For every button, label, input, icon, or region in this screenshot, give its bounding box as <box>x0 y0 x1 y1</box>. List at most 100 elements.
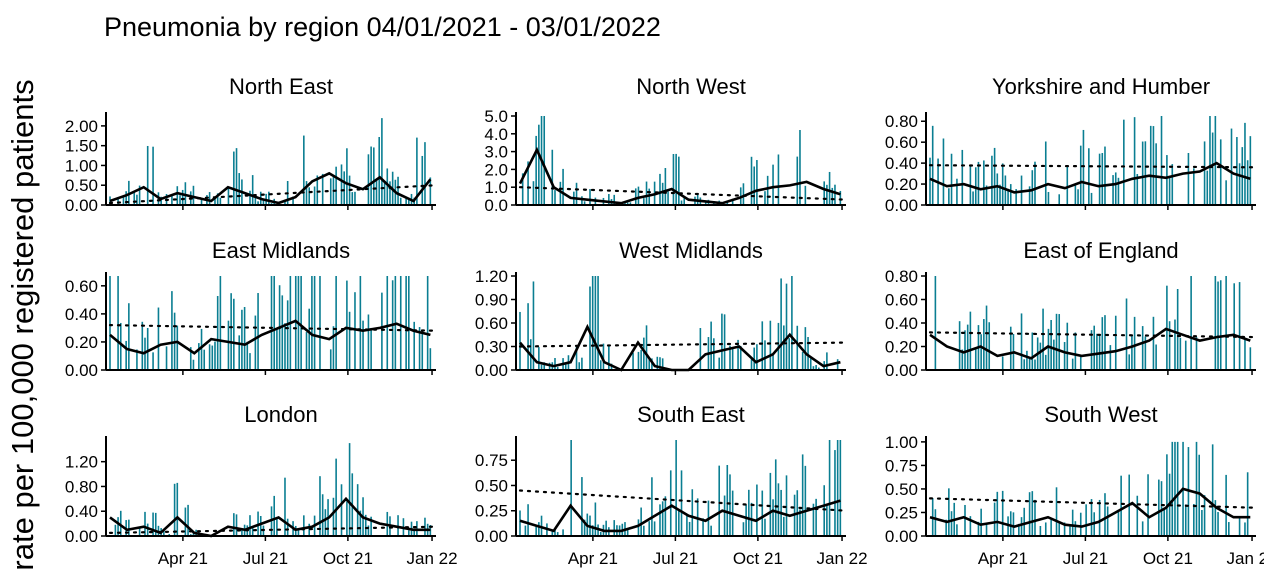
panel-title: East of England <box>1023 238 1178 263</box>
y-tick-label: 0.75 <box>475 451 508 470</box>
y-tick-label: 0.00 <box>885 361 918 380</box>
trend-line <box>518 341 848 348</box>
y-tick-label: 0.50 <box>475 476 508 495</box>
y-tick-label: 1.0 <box>484 178 508 197</box>
x-tick-label: Jan 22 <box>407 549 458 568</box>
y-tick-label: 0.00 <box>65 196 98 215</box>
trend-line <box>108 324 438 332</box>
rolling-mean-line <box>109 319 431 355</box>
y-tick-label: 5.0 <box>484 107 508 126</box>
y-axis-label: rate per 100,000 registered patients <box>5 79 40 570</box>
y-tick-label: 0.25 <box>885 503 918 522</box>
panel-title: North West <box>636 74 746 99</box>
y-tick-label: 0.60 <box>885 291 918 310</box>
rolling-mean-line <box>929 327 1251 360</box>
y-tick-label: 0.50 <box>65 176 98 195</box>
x-tick-label: Jul 21 <box>653 549 698 568</box>
bars <box>114 443 432 536</box>
panel-title: East Midlands <box>212 238 350 263</box>
x-tick-label: Apr 21 <box>568 549 618 568</box>
bars <box>931 441 1249 536</box>
bars <box>109 276 432 370</box>
x-tick-label: Oct 21 <box>733 549 783 568</box>
y-tick-label: 0.30 <box>475 338 508 357</box>
x-tick-label: Jul 21 <box>1063 549 1108 568</box>
rolling-mean-line <box>929 161 1251 194</box>
y-tick-label: 0.80 <box>885 112 918 131</box>
y-tick-label: 3.0 <box>484 143 508 162</box>
rolling-mean-line <box>519 499 841 533</box>
bars <box>519 276 839 370</box>
panel-london: London 0.00 0.40 0.80 1.20 Apr 21 Jul 21 Oct 21… <box>65 402 458 568</box>
y-tick-label: 0.40 <box>65 502 98 521</box>
y-tick-label: 0.00 <box>65 527 98 546</box>
rolling-mean-line <box>518 146 841 205</box>
y-tick-label: 0.20 <box>885 175 918 194</box>
y-tick-label: 0.00 <box>475 527 508 546</box>
y-tick-label: 0.90 <box>475 291 508 310</box>
y-tick-label: 0.80 <box>885 267 918 286</box>
trend-line <box>518 489 848 512</box>
bars <box>521 116 842 205</box>
x-tick-label: Oct 21 <box>1143 549 1193 568</box>
x-tick-label: Jan 22 <box>1227 549 1264 568</box>
y-tick-label: 1.20 <box>65 453 98 472</box>
y-tick-label: 1.50 <box>65 137 98 156</box>
trend-line <box>518 186 848 201</box>
panel-west-midlands: West Midlands 0.00 0.30 0.60 0.90 1.20 <box>475 238 848 380</box>
y-tick-label: 0.60 <box>65 277 98 296</box>
x-tick-label: Jul 21 <box>243 549 288 568</box>
panel-north-west: North West 0.01.02.03.04.05.0 <box>484 74 848 215</box>
y-tick-label: 0.00 <box>885 527 918 546</box>
bars <box>519 440 842 536</box>
x-tick-label: Jan 22 <box>817 549 868 568</box>
bars <box>109 118 432 205</box>
bars <box>929 116 1252 205</box>
panel-south-west: South West 0.00 0.25 0.50 0.75 1.00 Apr 21 Jul … <box>885 402 1264 568</box>
trend-line <box>928 497 1258 509</box>
y-tick-label: 0.25 <box>475 502 508 521</box>
y-tick-label: 0.20 <box>65 333 98 352</box>
y-tick-label: 1.00 <box>885 433 918 452</box>
chart-title: Pneumonia by region 04/01/2021 - 03/01/2… <box>104 12 661 42</box>
panel-title: West Midlands <box>619 238 763 263</box>
panel-title: Yorkshire and Humber <box>992 74 1210 99</box>
y-tick-label: 0.20 <box>885 338 918 357</box>
y-tick-label: 0.40 <box>65 305 98 324</box>
x-tick-label: Apr 21 <box>978 549 1028 568</box>
panel-title: South West <box>1044 402 1157 427</box>
x-tick-label: Apr 21 <box>158 549 208 568</box>
x-tick-label: Oct 21 <box>323 549 373 568</box>
panel-title: North East <box>229 74 333 99</box>
panel-south-east: South East 0.00 0.25 0.50 0.75 Apr 21 Jul 21 Oc… <box>475 402 868 568</box>
panel-title: South East <box>637 402 745 427</box>
trend-line <box>928 331 1258 339</box>
y-tick-label: 0.40 <box>885 154 918 173</box>
y-tick-label: 4.0 <box>484 125 508 144</box>
y-tick-label: 1.20 <box>475 267 508 286</box>
panel-east-of-england: East of England 0.00 0.20 0.40 0.60 0.80 <box>885 238 1258 380</box>
y-tick-label: 0.60 <box>475 314 508 333</box>
panel-north-east: North East 0.000.501.001.502.00 <box>65 74 438 215</box>
y-tick-label: 0.00 <box>475 361 508 380</box>
rolling-mean-line <box>109 496 431 538</box>
trend-line <box>928 164 1258 169</box>
panel-title: London <box>244 402 317 427</box>
rolling-mean-line <box>109 171 432 205</box>
trend-line <box>108 184 438 205</box>
y-tick-label: 0.00 <box>65 361 98 380</box>
y-tick-label: 0.60 <box>885 133 918 152</box>
panel-yorkshire-and-humber: Yorkshire and Humber 0.00 0.20 0.40 0.60 0.80 <box>885 74 1258 215</box>
y-tick-label: 0.75 <box>885 456 918 475</box>
rolling-mean-line <box>929 487 1251 528</box>
y-tick-label: 2.00 <box>65 117 98 136</box>
bars <box>934 276 1252 370</box>
y-tick-label: 0.50 <box>885 480 918 499</box>
y-tick-label: 2.0 <box>484 160 508 179</box>
trend-line <box>108 525 438 535</box>
y-tick-label: 0.80 <box>65 477 98 496</box>
y-tick-label: 1.00 <box>65 156 98 175</box>
y-tick-label: 0.40 <box>885 314 918 333</box>
